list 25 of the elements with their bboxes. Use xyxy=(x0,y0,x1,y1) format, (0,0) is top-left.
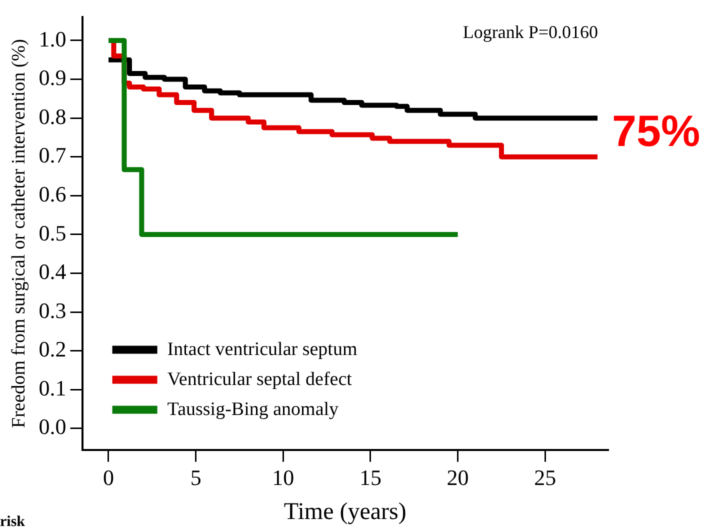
y-tick-label: 0.2 xyxy=(38,336,66,362)
legend-label: Ventricular septal defect xyxy=(167,368,353,390)
legend-label: Taussig-Bing anomaly xyxy=(167,398,340,420)
y-tick-label: 0.5 xyxy=(38,220,66,246)
x-tick-label: 5 xyxy=(190,464,202,490)
annotation: Logrank P=0.0160 xyxy=(462,22,598,42)
text: risk xyxy=(0,514,26,530)
y-tick-label: 0.4 xyxy=(38,259,66,284)
x-tick-label: 20 xyxy=(446,464,469,490)
y-tick-label: 0.7 xyxy=(38,142,66,168)
y-tick-label: 0.3 xyxy=(38,298,66,323)
y-tick-label: 0.6 xyxy=(38,181,66,206)
x-tick-label: 15 xyxy=(359,464,382,490)
y-tick-label: 0.1 xyxy=(38,375,66,400)
x-tick-label: 25 xyxy=(534,464,556,490)
x-tick-label: 10 xyxy=(272,464,294,490)
y-tick-label: 0.0 xyxy=(38,414,66,440)
y-tick-label: 0.8 xyxy=(38,104,66,129)
legend-label: Intact ventricular septum xyxy=(167,338,358,360)
y-tick-label: 1.0 xyxy=(38,26,66,52)
x-axis-title: Time (years) xyxy=(284,498,406,525)
y-axis-title: Freedom from surgical or catheter intervention (%) xyxy=(8,38,30,428)
x-tick-label: 0 xyxy=(103,464,114,490)
y-tick-label: 0.9 xyxy=(38,65,66,90)
text: 75% xyxy=(612,107,700,156)
